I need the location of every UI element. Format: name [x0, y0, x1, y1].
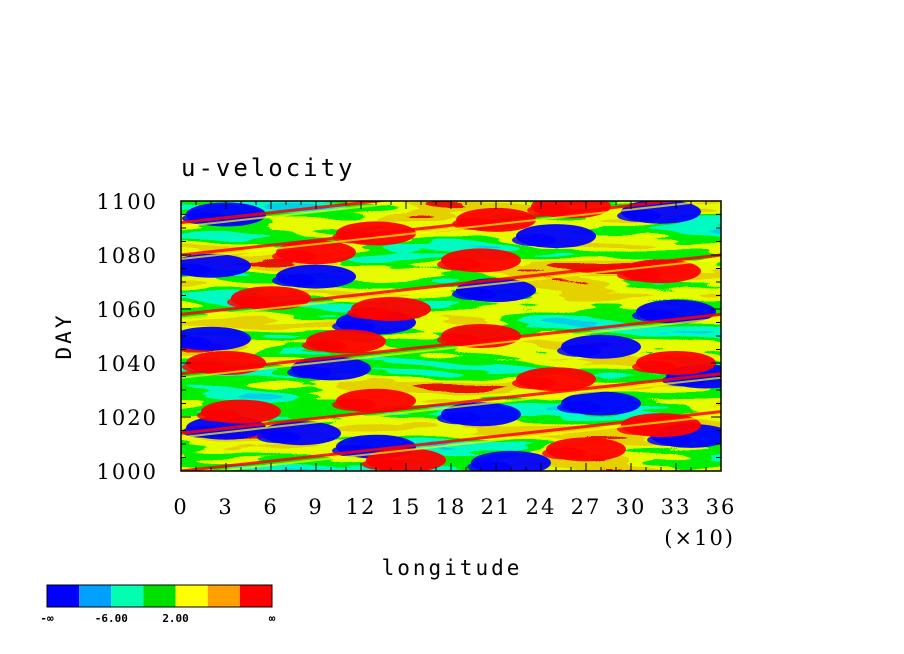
red-streak [181, 410, 721, 471]
colorbar-swatch [79, 585, 112, 607]
yellow-streak [181, 201, 718, 260]
colorbar-label: -∞ [40, 612, 54, 625]
red-patch [437, 248, 521, 273]
y-tick-label: 1080 [97, 244, 158, 268]
blue-patch [617, 201, 701, 224]
blue-patch-lobe [557, 401, 601, 414]
x-tick-label: 30 [616, 495, 647, 519]
x-tick-label: 12 [346, 495, 377, 519]
x-tick-label: 9 [308, 495, 323, 519]
red-patch [197, 399, 281, 424]
blue-patch [557, 391, 641, 416]
colorbar-frame [46, 584, 273, 608]
blue-patch-lobe [181, 263, 211, 276]
red-patch-lobe [617, 269, 661, 282]
yellow-streak [181, 317, 721, 379]
y-tick-label: 1100 [97, 190, 158, 214]
x-tick-label: 6 [263, 495, 278, 519]
x-tick-label: 15 [391, 495, 422, 519]
blue-patch-lobe [617, 209, 661, 222]
blue-patch-lobe [467, 460, 511, 471]
red-patch [332, 388, 416, 413]
patch-layer [181, 201, 721, 471]
y-tick-label: 1000 [97, 460, 158, 484]
red-patch [227, 286, 311, 311]
red-patch-lobe [362, 458, 406, 471]
red-patch [632, 351, 716, 375]
colorbar-label: -6.00 [95, 612, 128, 625]
x-tick-label: 27 [571, 495, 602, 519]
yellow-streak [181, 258, 721, 320]
red-streak [181, 372, 721, 435]
red-patch [542, 437, 626, 462]
y-tick-label: 1020 [97, 406, 158, 430]
blue-patch [557, 334, 641, 359]
y-tick-labels: 1000 1020 1040 1060 1080 1100 [97, 190, 158, 484]
y-tick-label: 1060 [97, 298, 158, 322]
x-tick-label: 36 [706, 495, 737, 519]
blue-patch [467, 450, 551, 471]
colorbar-label: ∞ [269, 612, 276, 625]
blue-patch-lobe [257, 431, 301, 444]
yellow-streak [181, 376, 721, 439]
colorbar-swatch [207, 585, 240, 607]
plot-area [181, 201, 721, 471]
red-patch-lobe [542, 447, 586, 460]
blue-patch-lobe [181, 336, 211, 349]
red-patch [362, 448, 446, 471]
y-tick-label: 1040 [97, 352, 158, 376]
colorbar-swatch [175, 585, 208, 607]
tick-layer [180, 200, 722, 472]
colorbar [46, 584, 273, 608]
x-axis-label: longitude [382, 556, 523, 580]
colorbar-labels: -∞ -6.00 2.00 ∞ [40, 612, 275, 625]
colorbar-swatch [111, 585, 144, 607]
red-patch [347, 297, 431, 321]
x-tick-label: 0 [173, 495, 188, 519]
blue-patch [272, 264, 356, 289]
red-patch-lobe [332, 398, 376, 411]
blue-patch-lobe [557, 344, 601, 357]
red-patch-lobe [512, 377, 556, 390]
red-patch-lobe [347, 307, 391, 319]
x-tick-label: 24 [526, 495, 557, 519]
red-patch [302, 329, 386, 354]
red-streak [181, 253, 721, 316]
blue-patch-lobe [272, 274, 316, 287]
blue-patch [437, 402, 521, 427]
x-tick-labels: 0 3 6 9 12 15 18 21 24 27 30 33 36 [173, 495, 737, 519]
colorbar-swatch [47, 585, 80, 607]
blue-patch-lobe [512, 234, 556, 247]
red-patch-lobe [437, 258, 481, 271]
blue-patch-lobe [452, 288, 496, 301]
colorbar-swatch [239, 585, 272, 607]
streak-layer [181, 201, 721, 471]
blue-patch [452, 278, 536, 303]
x-tick-label: 3 [218, 495, 233, 519]
red-streak [181, 312, 721, 376]
blue-patch [181, 326, 251, 351]
y-axis-label: DAY [52, 313, 76, 360]
red-patch-lobe [197, 409, 241, 422]
x-tick-label: 21 [481, 495, 512, 519]
blue-patch [287, 356, 371, 381]
x-tick-label: 18 [436, 495, 467, 519]
yellow-streak [181, 201, 423, 228]
red-patch [512, 367, 596, 392]
red-patch-lobe [272, 250, 316, 263]
x-multiplier: (×10) [664, 526, 735, 550]
colorbar-swatch [143, 585, 176, 607]
red-streak [181, 201, 392, 225]
blue-patch [181, 253, 251, 278]
blue-patch-lobe [287, 366, 331, 379]
red-patch-lobe [302, 339, 346, 352]
x-tick-label: 33 [661, 495, 692, 519]
blue-patch-lobe [632, 309, 676, 322]
blue-patch [512, 224, 596, 249]
chart-title: u-velocity [181, 154, 356, 182]
blue-patch-lobe [437, 412, 481, 425]
red-patch-lobe [632, 361, 676, 373]
colorbar-label: 2.00 [162, 612, 189, 625]
